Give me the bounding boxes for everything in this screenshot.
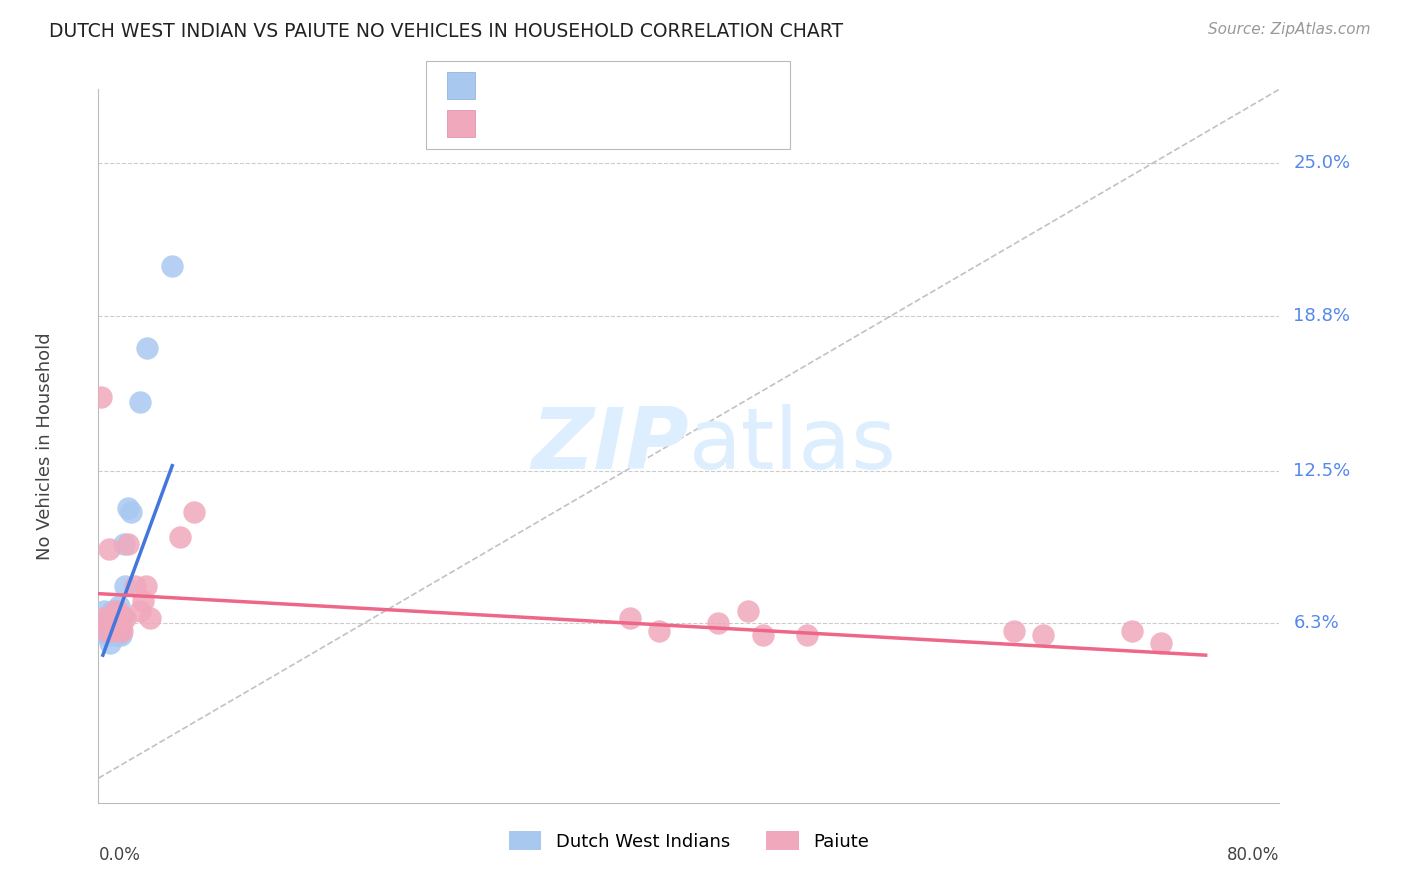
Point: [136, 341, 159, 355]
Point: [104, 611, 127, 625]
Point: [103, 624, 125, 638]
Point: [752, 628, 775, 642]
Point: [107, 604, 129, 618]
Point: [120, 505, 142, 519]
Point: [105, 616, 128, 631]
Text: 6.3%: 6.3%: [1294, 615, 1339, 632]
Point: [98, 624, 121, 638]
Point: [1002, 624, 1025, 638]
Text: 25.0%: 25.0%: [1294, 154, 1351, 172]
Point: [110, 628, 132, 642]
Text: N = 30: N = 30: [675, 76, 742, 95]
Point: [135, 579, 157, 593]
Point: [737, 604, 759, 618]
Point: [128, 604, 150, 618]
Point: [162, 260, 183, 274]
Point: [1032, 628, 1054, 642]
Text: 80.0%: 80.0%: [1227, 846, 1279, 863]
Point: [124, 579, 146, 593]
Legend: Dutch West Indians, Paiute: Dutch West Indians, Paiute: [502, 824, 876, 858]
Point: [98, 636, 121, 650]
Point: [111, 624, 134, 638]
Point: [100, 618, 122, 632]
Text: 18.8%: 18.8%: [1294, 307, 1350, 325]
Point: [114, 579, 136, 593]
Point: [117, 500, 139, 515]
Text: DUTCH WEST INDIAN VS PAIUTE NO VEHICLES IN HOUSEHOLD CORRELATION CHART: DUTCH WEST INDIAN VS PAIUTE NO VEHICLES …: [49, 22, 844, 41]
Point: [132, 594, 155, 608]
Text: N = 34: N = 34: [675, 114, 742, 132]
Point: [128, 394, 150, 409]
Point: [94, 624, 117, 638]
Point: [104, 624, 127, 638]
Point: [100, 604, 122, 618]
Point: [796, 628, 818, 642]
Text: R =  0.365: R = 0.365: [488, 76, 583, 95]
Text: No Vehicles in Household: No Vehicles in Household: [37, 332, 55, 560]
Point: [110, 611, 132, 625]
Text: atlas: atlas: [689, 404, 897, 488]
Point: [619, 611, 641, 625]
Point: [169, 530, 191, 544]
Point: [104, 604, 127, 618]
Point: [114, 611, 136, 625]
Point: [100, 624, 122, 638]
Text: Source: ZipAtlas.com: Source: ZipAtlas.com: [1208, 22, 1371, 37]
Text: 12.5%: 12.5%: [1294, 461, 1351, 480]
Point: [183, 505, 205, 519]
Point: [94, 618, 117, 632]
Text: ZIP: ZIP: [531, 404, 689, 488]
Point: [105, 611, 128, 625]
Point: [91, 611, 114, 625]
Point: [98, 611, 121, 625]
Point: [107, 624, 129, 638]
Point: [108, 616, 131, 631]
Point: [96, 628, 118, 642]
Point: [648, 624, 671, 638]
Point: [97, 542, 120, 557]
Point: [108, 624, 131, 638]
Point: [112, 537, 135, 551]
Point: [1121, 624, 1143, 638]
Text: R = -0.187: R = -0.187: [488, 114, 585, 132]
Point: [117, 537, 139, 551]
Point: [105, 628, 128, 642]
Point: [707, 616, 730, 631]
Point: [97, 611, 120, 625]
Text: 0.0%: 0.0%: [98, 846, 141, 863]
Point: [111, 611, 134, 625]
Point: [103, 616, 125, 631]
Point: [103, 618, 125, 632]
Point: [93, 604, 115, 618]
Point: [107, 611, 129, 625]
Point: [90, 390, 112, 404]
Point: [1150, 636, 1173, 650]
Point: [110, 618, 132, 632]
Point: [103, 611, 125, 625]
Point: [105, 618, 128, 632]
Point: [108, 599, 131, 613]
Point: [107, 628, 129, 642]
Point: [139, 611, 162, 625]
